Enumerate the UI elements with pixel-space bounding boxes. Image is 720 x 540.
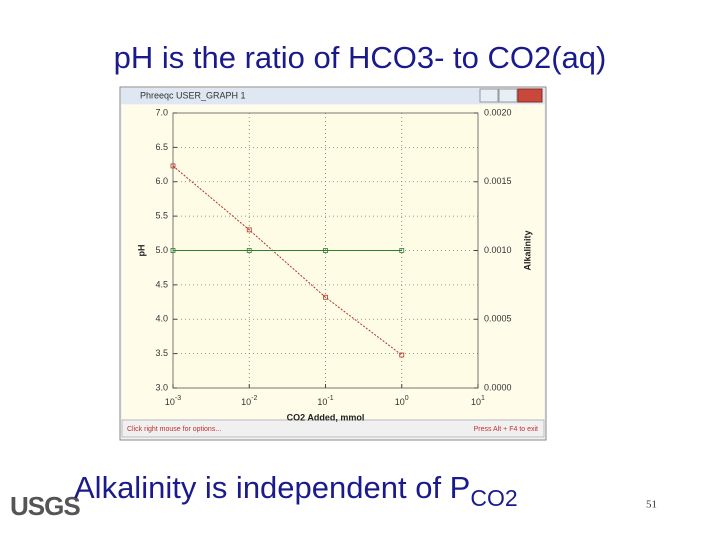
x-tick-label: 10-3 — [165, 395, 181, 408]
y-tick-label: 5.5 — [155, 211, 168, 221]
x-tick-base: 10 — [317, 397, 327, 407]
x-tick-exponent: 1 — [481, 395, 485, 402]
x-tick-exponent: -1 — [327, 395, 333, 402]
x-tick-base: 10 — [165, 397, 175, 407]
footer-subscript: CO2 — [470, 485, 517, 511]
minimize-button[interactable] — [479, 88, 499, 103]
y-tick-label: 7.0 — [155, 107, 168, 117]
window-title: Phreeqc USER_GRAPH 1 — [140, 90, 246, 100]
y-tick-label: 4.5 — [155, 279, 168, 289]
x-tick-exponent: -2 — [251, 395, 257, 402]
series-marker — [170, 163, 176, 169]
y2-tick-label: 0.0015 — [484, 176, 512, 186]
y-tick-label: 5.0 — [155, 245, 168, 255]
slide-title: pH is the ratio of HCO3- to CO2(aq) — [114, 40, 607, 75]
footer-text: Alkalinity is independent of PCO2 — [74, 470, 518, 511]
plot: 3.0 3.5 4.0 4.5 5.0 5.5 6.0 6.5 7.0 0.0000 0.0005 0… — [136, 107, 532, 422]
close-button[interactable] — [517, 88, 543, 103]
series-marker — [399, 248, 405, 253]
x-tick-label: 100 — [395, 395, 409, 408]
series-marker — [323, 294, 328, 300]
y-tick-label: 6.0 — [155, 176, 168, 186]
y2-tick-label: 0.0010 — [484, 245, 512, 255]
y-tick-label: 3.0 — [155, 382, 168, 392]
series-marker — [246, 227, 252, 233]
x-tick-exponent: 0 — [405, 395, 409, 402]
series-marker — [399, 352, 405, 358]
logo: USGS — [10, 491, 80, 521]
x-axis-label: CO2 Added, mmol — [287, 412, 365, 422]
status-bar — [121, 419, 545, 438]
y-tick-label: 3.5 — [155, 348, 168, 358]
status-right: Press Alt + F4 to exit — [474, 426, 538, 433]
x-tick-exponent: -3 — [175, 395, 181, 402]
maximize-button[interactable] — [498, 88, 518, 103]
series-marker — [323, 248, 328, 253]
y2-tick-label: 0.0005 — [484, 314, 512, 324]
y2-axis-label: Alkalinity — [522, 230, 532, 270]
x-tick-label: 101 — [471, 395, 485, 408]
window-titlebar — [121, 88, 545, 104]
status-left: Click right mouse for options... — [127, 426, 221, 433]
x-tick-base: 10 — [241, 397, 251, 407]
y-tick-label: 6.5 — [155, 142, 168, 152]
x-tick-label: 10-2 — [241, 395, 257, 408]
page-number: 51 — [646, 499, 657, 511]
series-marker — [246, 248, 252, 253]
y2-tick-label: 0.0020 — [484, 107, 512, 117]
x-tick-label: 10-1 — [317, 395, 333, 408]
footer-main: Alkalinity is independent of P — [74, 470, 470, 505]
series-line — [172, 165, 403, 356]
y-axis-label: pH — [136, 245, 146, 257]
y-tick-label: 4.0 — [155, 314, 168, 324]
series-marker — [170, 248, 176, 253]
x-tick-base: 10 — [395, 397, 405, 407]
x-tick-base: 10 — [471, 397, 481, 407]
y2-tick-label: 0.0000 — [484, 382, 512, 392]
